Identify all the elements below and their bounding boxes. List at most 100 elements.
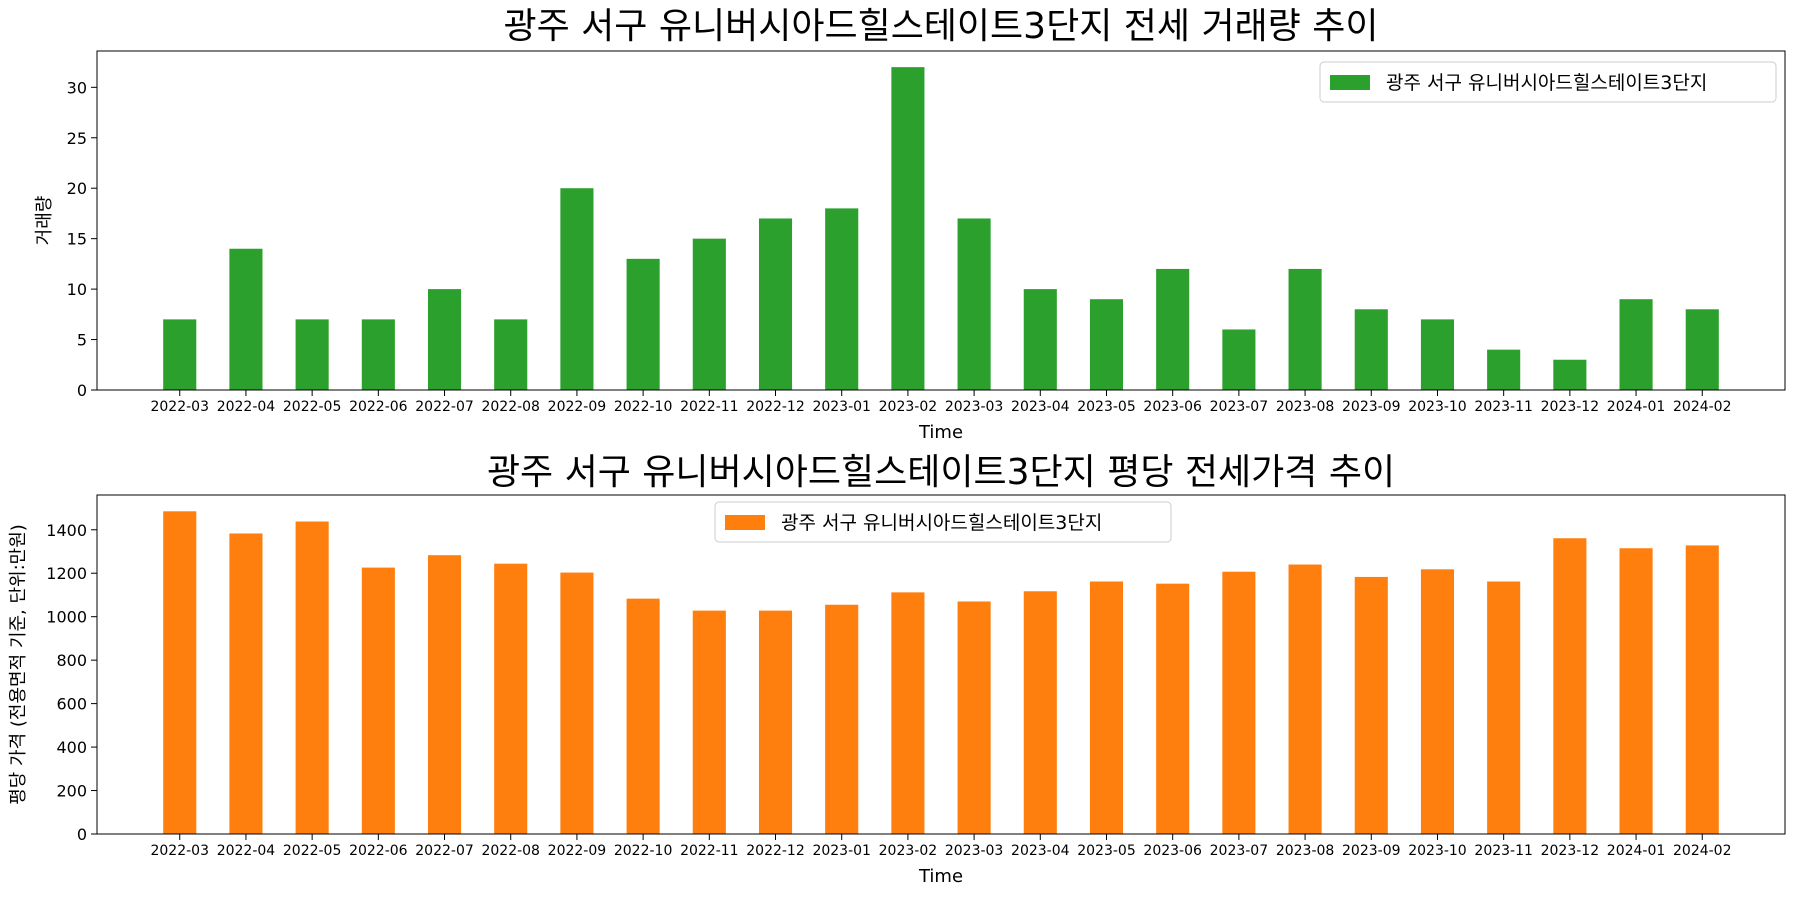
- bar-2023-11: [1487, 581, 1521, 834]
- bar-2023-05: [1089, 299, 1124, 390]
- x-tick-label: 2023-09: [1342, 399, 1401, 415]
- bar-2022-06: [361, 567, 395, 834]
- bar-2023-02: [891, 592, 925, 834]
- y-tick-label: 1400: [46, 521, 87, 540]
- legend-swatch: [725, 515, 765, 530]
- x-tick-label: 2023-04: [1011, 399, 1070, 415]
- bar-2023-10: [1420, 319, 1455, 390]
- x-tick-label: 2022-03: [150, 843, 209, 859]
- y-tick-label: 800: [56, 651, 87, 670]
- y-tick-label: 15: [67, 230, 87, 249]
- x-tick-label: 2022-12: [746, 843, 805, 859]
- bar-2022-03: [163, 511, 197, 834]
- x-tick-label: 2022-08: [481, 399, 540, 415]
- x-tick-label: 2022-06: [349, 399, 408, 415]
- x-tick-label: 2023-08: [1276, 399, 1335, 415]
- x-tick-label: 2023-03: [945, 843, 1004, 859]
- bar-2022-09: [560, 188, 594, 390]
- bar-2022-07: [427, 289, 462, 390]
- legend-box: [714, 501, 1172, 543]
- bar-2023-01: [825, 604, 859, 834]
- bar-2023-04: [1023, 289, 1057, 390]
- bar-2022-08: [494, 319, 528, 390]
- x-tick-label: 2022-04: [217, 399, 276, 415]
- y-axis-label: 평당 가격 (전용면적 기준, 단위:만원): [8, 524, 29, 805]
- bar-2023-09: [1354, 309, 1388, 390]
- legend: 광주 서구 유니버시아드힐스테이트3단지: [714, 501, 1172, 543]
- chart-title: 광주 서구 유니버시아드힐스테이트3단지 전세 거래량 추이: [503, 6, 1378, 47]
- plot-frame: [96, 494, 1786, 835]
- bar-2024-02: [1685, 545, 1719, 834]
- bar-2023-03: [957, 218, 991, 390]
- bar-2022-05: [295, 521, 329, 834]
- x-tick-label: 2022-03: [150, 399, 209, 415]
- x-tick-label: 2023-01: [812, 399, 871, 415]
- x-tick-label: 2022-10: [614, 843, 673, 859]
- x-tick-label: 2024-01: [1607, 399, 1666, 415]
- x-tick-label: 2022-11: [680, 843, 739, 859]
- legend-box: [1319, 61, 1777, 103]
- x-tick-label: 2023-05: [1077, 399, 1136, 415]
- chart-title: 광주 서구 유니버시아드힐스테이트3단지 평당 전세가격 추이: [487, 452, 1395, 493]
- x-tick-label: 2022-06: [349, 843, 408, 859]
- x-tick-label: 2023-07: [1210, 843, 1269, 859]
- y-tick-label: 0: [77, 381, 87, 400]
- bar-2022-08: [494, 563, 528, 834]
- y-axis-label: 거래량: [34, 196, 55, 246]
- bar-2022-11: [692, 238, 726, 390]
- bar-2022-04: [229, 533, 263, 834]
- x-tick-label: 2022-10: [614, 399, 673, 415]
- bar-2022-05: [295, 319, 329, 390]
- y-tick-label: 5: [77, 331, 87, 350]
- x-tick-label: 2022-11: [680, 399, 739, 415]
- bar-2022-11: [692, 610, 726, 834]
- x-tick-label: 2024-02: [1673, 843, 1732, 859]
- x-tick-label: 2023-07: [1210, 399, 1269, 415]
- x-tick-label: 2024-02: [1673, 399, 1732, 415]
- x-tick-label: 2022-09: [548, 399, 607, 415]
- legend-swatch: [1330, 75, 1370, 90]
- x-tick-label: 2023-10: [1408, 399, 1467, 415]
- x-tick-label: 2023-06: [1143, 843, 1202, 859]
- x-tick-label: 2023-08: [1276, 843, 1335, 859]
- x-tick-label: 2023-03: [945, 399, 1004, 415]
- y-tick-label: 400: [56, 738, 87, 757]
- x-tick-label: 2023-12: [1541, 843, 1600, 859]
- y-tick-label: 10: [67, 280, 87, 299]
- bar-2023-06: [1156, 583, 1190, 834]
- legend: 광주 서구 유니버시아드힐스테이트3단지: [1319, 61, 1777, 103]
- x-tick-label: 2023-01: [812, 843, 871, 859]
- bar-2024-01: [1619, 299, 1653, 390]
- bar-2022-09: [560, 572, 594, 834]
- x-axis-label: Time: [918, 866, 963, 887]
- y-tick-label: 20: [67, 179, 87, 198]
- legend-label: 광주 서구 유니버시아드힐스테이트3단지: [1386, 72, 1707, 94]
- bar-2023-07: [1222, 571, 1256, 834]
- plot-frame: [96, 50, 1786, 391]
- x-tick-label: 2023-12: [1541, 399, 1600, 415]
- chart-panel-1: 광주 서구 유니버시아드힐스테이트3단지 전세 거래량 추이 0 5 10 15 20 25…: [34, 6, 1786, 443]
- y-tick-label: 1200: [46, 564, 87, 583]
- bar-2022-03: [163, 319, 197, 390]
- x-tick-label: 2023-10: [1408, 843, 1467, 859]
- bar-2023-12: [1553, 359, 1587, 390]
- bar-2024-01: [1619, 548, 1653, 834]
- chart-panel-2: 광주 서구 유니버시아드힐스테이트3단지 평당 전세가격 추이 0 200 400 60…: [8, 452, 1786, 887]
- bar-2023-09: [1354, 576, 1388, 834]
- x-tick-label: 2023-02: [879, 843, 938, 859]
- x-tick-label: 2022-07: [415, 399, 474, 415]
- y-tick-label: 30: [67, 78, 87, 97]
- bar-2022-12: [758, 218, 793, 390]
- x-tick-label: 2023-09: [1342, 843, 1401, 859]
- x-tick-label: 2022-12: [746, 399, 805, 415]
- x-tick-label: 2022-09: [548, 843, 607, 859]
- bar-2022-10: [626, 598, 660, 834]
- x-tick-label: 2023-04: [1011, 843, 1070, 859]
- y-tick-label: 1000: [46, 608, 87, 627]
- x-tick-label: 2022-04: [217, 843, 276, 859]
- legend-label: 광주 서구 유니버시아드힐스테이트3단지: [781, 512, 1102, 534]
- bar-2023-06: [1156, 268, 1190, 390]
- x-tick-label: 2023-05: [1077, 843, 1136, 859]
- y-tick-label: 600: [56, 695, 87, 714]
